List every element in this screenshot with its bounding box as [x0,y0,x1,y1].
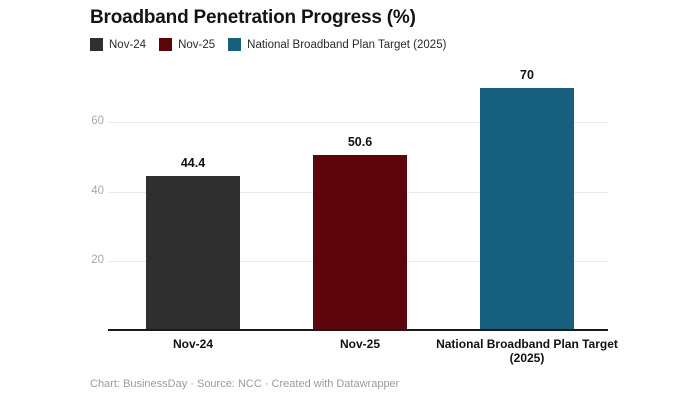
category-label-national-broadband-plan-target-2025: National Broadband Plan Target (2025) [436,337,618,366]
chart-footer: Chart: BusinessDay · Source: NCC · Creat… [90,378,400,390]
legend-label: Nov-25 [178,38,216,51]
legend-swatch-target [228,38,242,51]
bar-nov-25 [313,155,407,330]
y-tick-label-40: 40 [91,185,104,197]
legend-item-nov-25: Nov-25 [159,38,215,51]
value-label-national-broadband-plan-target-2025: 70 [520,68,534,82]
category-label-nov-25: Nov-25 [339,337,380,351]
legend: Nov-24 Nov-25 National Broadband Plan Ta… [90,38,446,51]
y-tick-label-60: 60 [91,115,104,127]
gridline-60 [108,122,608,123]
legend-label: Nov-24 [109,38,147,51]
legend-swatch-nov-25 [159,38,173,51]
legend-swatch-nov-24 [90,38,103,51]
bar-nov-24 [146,176,240,330]
x-axis-line [108,329,608,331]
legend-item-target: National Broadband Plan Target (2025) [228,38,446,51]
chart-title: Broadband Penetration Progress (%) [90,7,416,28]
bar-national-broadband-plan-target-2025 [480,88,574,330]
value-label-nov-24: 44.4 [180,156,206,170]
y-tick-label-20: 20 [91,254,104,266]
value-label-nov-25: 50.6 [347,135,373,149]
legend-item-nov-24: Nov-24 [90,38,146,51]
category-label-nov-24: Nov-24 [172,337,213,351]
legend-label: National Broadband Plan Target (2025) [247,38,447,51]
